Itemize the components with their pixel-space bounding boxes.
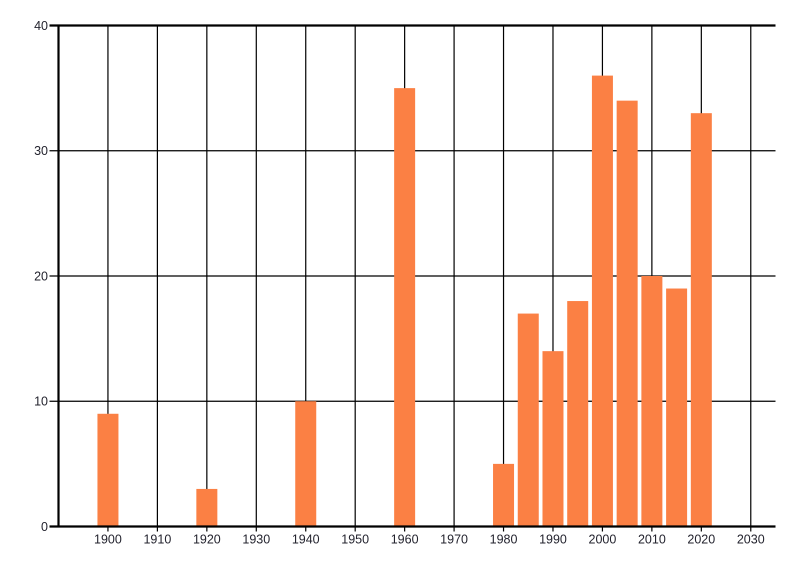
x-tick-label-1930: 1930 bbox=[242, 533, 270, 547]
x-tick-label-1970: 1970 bbox=[440, 533, 468, 547]
bar-1940 bbox=[295, 401, 317, 527]
bar-2020 bbox=[690, 113, 712, 527]
y-tick-label-30: 30 bbox=[34, 144, 48, 158]
bar-1990 bbox=[542, 351, 564, 527]
x-tick-label-2000: 2000 bbox=[589, 533, 617, 547]
bar-2015 bbox=[666, 288, 688, 527]
x-tick-label-1950: 1950 bbox=[341, 533, 369, 547]
x-tick-label-1940: 1940 bbox=[292, 533, 320, 547]
bar-1980 bbox=[493, 463, 515, 527]
y-tick-label-40: 40 bbox=[34, 19, 48, 33]
bar-1960 bbox=[394, 88, 416, 527]
bar-2010 bbox=[641, 276, 663, 527]
x-tick-label-2020: 2020 bbox=[687, 533, 715, 547]
x-tick-label-1910: 1910 bbox=[143, 533, 171, 547]
bar-1985 bbox=[517, 313, 539, 527]
bar-1920 bbox=[196, 488, 218, 527]
y-tick-label-10: 10 bbox=[34, 395, 48, 409]
x-tick-label-1960: 1960 bbox=[391, 533, 419, 547]
y-tick-label-0: 0 bbox=[41, 520, 48, 534]
x-tick-label-2030: 2030 bbox=[737, 533, 765, 547]
y-tick-label-20: 20 bbox=[34, 269, 48, 283]
bar-1900 bbox=[97, 413, 119, 527]
x-tick-label-1980: 1980 bbox=[490, 533, 518, 547]
bar-2000 bbox=[591, 75, 613, 527]
bar-1995 bbox=[567, 301, 589, 527]
x-tick-label-1990: 1990 bbox=[539, 533, 567, 547]
x-tick-label-2010: 2010 bbox=[638, 533, 666, 547]
x-tick-label-1900: 1900 bbox=[94, 533, 122, 547]
bar-2005 bbox=[616, 100, 638, 527]
x-tick-label-1920: 1920 bbox=[193, 533, 221, 547]
